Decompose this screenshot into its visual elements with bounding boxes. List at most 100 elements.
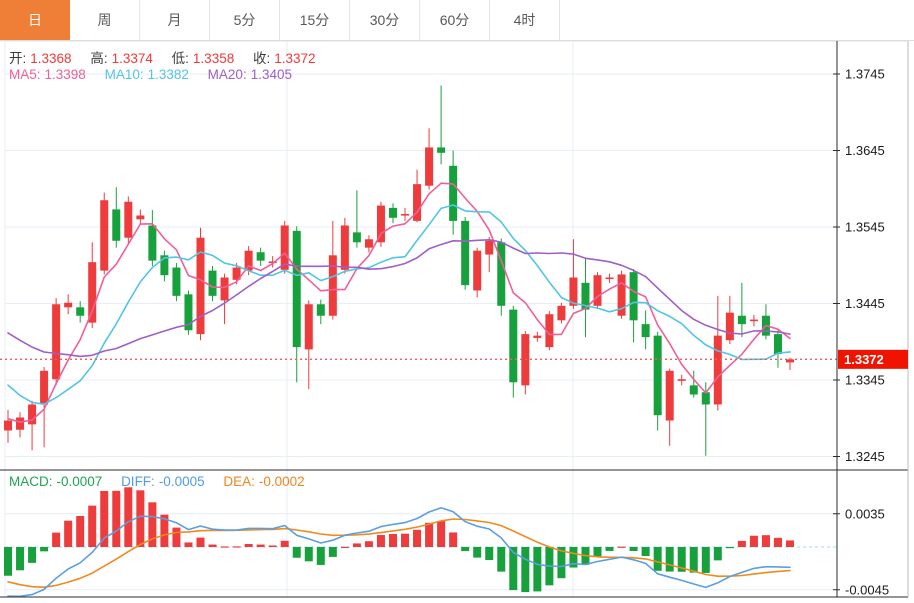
candle-body[interactable] (689, 385, 698, 395)
candle-body[interactable] (461, 220, 470, 286)
diff-line (7, 506, 791, 598)
candle-body[interactable] (268, 261, 277, 264)
candle-body[interactable] (569, 277, 578, 306)
candle-body[interactable] (581, 282, 590, 310)
macd-histogram-bar (280, 540, 289, 547)
candle-body[interactable] (617, 274, 626, 316)
candle-body[interactable] (136, 215, 145, 220)
candle-body[interactable] (328, 255, 337, 316)
candle-body[interactable] (437, 147, 446, 153)
macd-histogram-bar (256, 544, 265, 547)
tab-4时[interactable]: 4时 (490, 0, 560, 40)
candle-body[interactable] (629, 272, 638, 321)
macd-histogram-bar (461, 547, 470, 552)
candle-body[interactable] (40, 370, 49, 405)
macd-axis-label: -0.0045 (845, 582, 889, 597)
candle-body[interactable] (605, 277, 614, 280)
candle-body[interactable] (473, 250, 482, 291)
tab-5分[interactable]: 5分 (210, 0, 280, 40)
candle-body[interactable] (449, 165, 458, 221)
candle-body[interactable] (388, 207, 397, 218)
candle-body[interactable] (737, 315, 746, 325)
candle-body[interactable] (713, 335, 722, 405)
macd-histogram-bar (112, 490, 121, 547)
candle-body[interactable] (28, 404, 37, 425)
candle-body[interactable] (485, 240, 494, 255)
candle-body[interactable] (593, 275, 602, 306)
candle-body[interactable] (509, 309, 518, 383)
candle-body[interactable] (88, 262, 97, 323)
candle-body[interactable] (653, 335, 662, 416)
candle-body[interactable] (244, 250, 253, 271)
candle-body[interactable] (533, 335, 542, 338)
macd-histogram-bar (364, 541, 373, 547)
candle-body[interactable] (364, 239, 373, 248)
low-label: 低: (171, 51, 189, 66)
candle-body[interactable] (4, 420, 12, 431)
candle-body[interactable] (220, 277, 229, 301)
macd-histogram-bar (449, 532, 458, 547)
candle-body[interactable] (304, 304, 313, 350)
macd-histogram-bar (88, 505, 97, 547)
macd-histogram-bar (388, 533, 397, 547)
candle-body[interactable] (677, 379, 686, 381)
open-label: 开: (9, 51, 27, 66)
candle-body[interactable] (352, 232, 361, 243)
candle-body[interactable] (208, 270, 217, 296)
candle-body[interactable] (316, 304, 325, 316)
candle-body[interactable] (64, 302, 73, 308)
candle-body[interactable] (232, 267, 241, 280)
candle-body[interactable] (376, 205, 385, 243)
candle-body[interactable] (196, 237, 205, 335)
candle-body[interactable] (497, 242, 506, 306)
macd-histogram-bar (184, 542, 193, 547)
candle-body[interactable] (292, 230, 301, 348)
candle-body[interactable] (124, 201, 133, 238)
tab-60分[interactable]: 60分 (420, 0, 490, 40)
candle-body[interactable] (100, 200, 109, 271)
candle-body[interactable] (557, 305, 566, 321)
macd-histogram-bar (749, 535, 758, 547)
candle-body[interactable] (160, 255, 169, 276)
tab-日[interactable]: 日 (0, 0, 70, 40)
ma20-label: MA20: (207, 67, 247, 82)
ma20-line (7, 239, 791, 358)
candle-body[interactable] (280, 225, 289, 270)
macd-histogram-bar (4, 547, 12, 576)
candle-body[interactable] (184, 294, 193, 331)
tab-15分[interactable]: 15分 (280, 0, 350, 40)
macd-histogram-bar (713, 547, 722, 561)
macd-histogram-bar (352, 543, 361, 547)
tab-月[interactable]: 月 (140, 0, 210, 40)
candle-body[interactable] (665, 370, 674, 421)
macd-histogram-bar (340, 546, 349, 549)
candle-body[interactable] (701, 392, 710, 405)
candle-body[interactable] (148, 225, 157, 261)
macd-histogram-bar (316, 547, 325, 565)
candle-body[interactable] (172, 267, 181, 296)
candle-body[interactable] (545, 314, 554, 348)
macd-histogram-bar (521, 547, 530, 593)
tab-30分[interactable]: 30分 (350, 0, 420, 40)
candle-body[interactable] (413, 184, 422, 221)
candle-body[interactable] (786, 359, 794, 363)
tab-周[interactable]: 周 (70, 0, 140, 40)
ma20-value: 1.3405 (250, 67, 292, 82)
candle-body[interactable] (725, 312, 734, 341)
candle-body[interactable] (52, 304, 61, 380)
candle-body[interactable] (16, 417, 25, 430)
candle-body[interactable] (76, 307, 85, 316)
low-value: 1.3358 (192, 51, 235, 66)
macd-histogram-bar (497, 547, 506, 572)
macd-histogram-bar (376, 535, 385, 547)
candle-body[interactable] (256, 252, 265, 261)
candle-body[interactable] (112, 209, 121, 241)
candle-body[interactable] (773, 334, 782, 354)
candle-body[interactable] (749, 319, 758, 322)
macd-histogram-bar (28, 547, 37, 563)
candle-body[interactable] (401, 213, 410, 216)
candle-body[interactable] (340, 225, 349, 270)
candle-body[interactable] (641, 324, 650, 338)
candle-body[interactable] (425, 147, 434, 186)
